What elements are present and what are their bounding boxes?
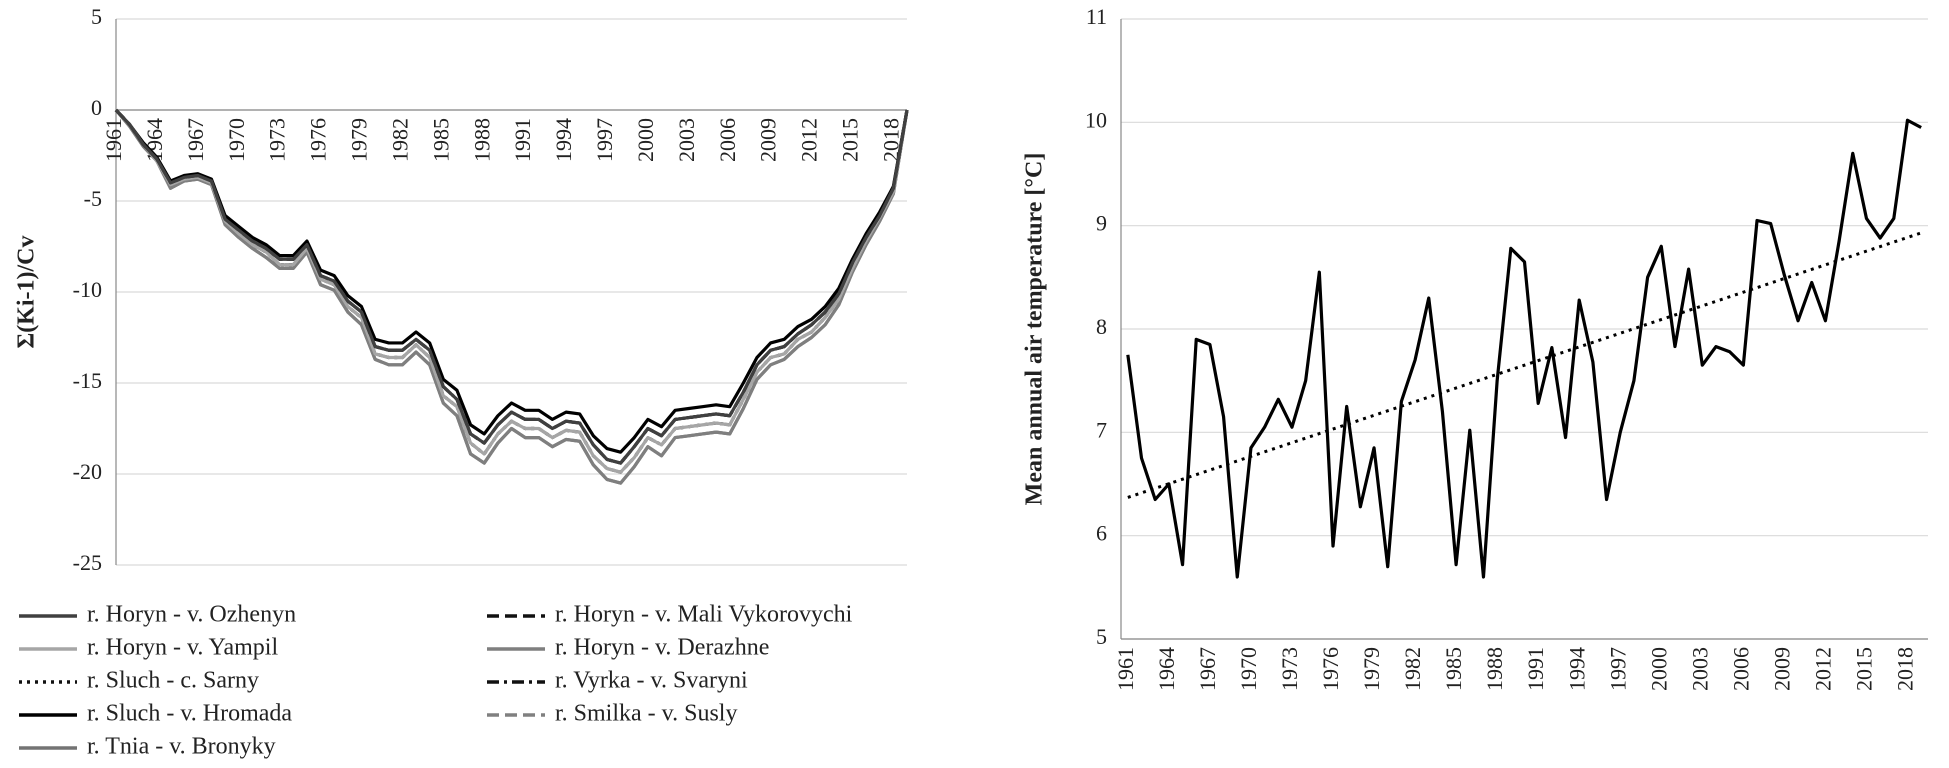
x-tick-label: 2015 [1851, 647, 1876, 691]
x-tick-label: 1991 [510, 118, 535, 162]
legend-label: r. Horyn - v. Ozhenyn [87, 602, 296, 628]
legend-label: r. Sluch - c. Sarny [87, 668, 259, 694]
x-tick-label: 1994 [1564, 647, 1589, 691]
y-tick-label: -20 [73, 459, 102, 484]
y-axis-title: Σ(Ki-1)/Cv [14, 235, 40, 348]
y-tick-label: 7 [1096, 417, 1107, 442]
x-tick-label: 1973 [265, 118, 290, 162]
y-tick-label: 5 [91, 4, 102, 29]
y-axis-title: Mean annual air temperature [°C] [1022, 153, 1048, 506]
x-tick-label: 1976 [1318, 647, 1343, 691]
legend-label: r. Horyn - v. Derazhne [555, 635, 769, 661]
x-tick-label: 1967 [183, 118, 208, 162]
y-tick-label: -10 [73, 277, 102, 302]
y-tick-label: 10 [1085, 107, 1107, 132]
x-tick-label: 2015 [837, 118, 862, 162]
series-line [114, 108, 909, 485]
y-tick-label: -5 [84, 186, 102, 211]
x-tick-label: 2009 [1769, 647, 1794, 691]
x-tick-label: 1970 [1236, 647, 1261, 691]
x-tick-label: 2000 [633, 118, 658, 162]
y-tick-label: -25 [73, 550, 102, 575]
x-tick-label: 1997 [1605, 647, 1630, 691]
series-line [114, 108, 909, 454]
x-tick-label: 1961 [1113, 647, 1138, 691]
x-tick-label: 2018 [1893, 647, 1918, 691]
y-tick-label: 5 [1096, 624, 1107, 649]
x-tick-label: 1997 [592, 118, 617, 162]
x-tick-label: 2012 [1810, 647, 1835, 691]
x-tick-label: 1979 [347, 118, 372, 162]
y-tick-label: 0 [91, 95, 102, 120]
x-tick-label: 1970 [224, 118, 249, 162]
x-tick-label: 2012 [797, 118, 822, 162]
x-tick-label: 1964 [1154, 647, 1179, 691]
x-tick-label: 1967 [1195, 647, 1220, 691]
series-line [114, 108, 909, 474]
y-tick-label: 9 [1096, 211, 1107, 236]
x-tick-label: 1991 [1523, 647, 1548, 691]
x-tick-label: 1988 [1482, 647, 1507, 691]
x-tick-label: 2009 [756, 118, 781, 162]
series-line [114, 108, 909, 474]
x-tick-label: 1985 [428, 118, 453, 162]
x-tick-label: 2006 [1728, 647, 1753, 691]
series-line [114, 108, 909, 465]
x-tick-label: 1988 [469, 118, 494, 162]
y-tick-label: -15 [73, 368, 102, 393]
legend-label: r. Horyn - v. Mali Vykorovychi [555, 602, 853, 628]
x-tick-label: 1973 [1277, 647, 1302, 691]
y-tick-label: 11 [1086, 4, 1107, 29]
series-line [1126, 118, 1922, 579]
legend-label: r. Horyn - v. Yampil [87, 635, 278, 661]
x-tick-label: 2003 [1687, 647, 1712, 691]
series-line [114, 108, 909, 474]
x-tick-label: 1961 [101, 118, 126, 162]
y-tick-label: 6 [1096, 521, 1107, 546]
x-tick-label: 1979 [1359, 647, 1384, 691]
x-tick-label: 1982 [1400, 647, 1425, 691]
x-tick-label: 1994 [551, 118, 576, 162]
legend-label: r. Vyrka - v. Svaryni [555, 668, 748, 694]
legend-label: r. Sluch - v. Hromada [87, 701, 292, 727]
legend-label: r. Tnia - v. Bronyky [87, 734, 276, 760]
x-tick-label: 1982 [387, 118, 412, 162]
x-tick-label: 1985 [1441, 647, 1466, 691]
x-tick-label: 2006 [715, 118, 740, 162]
y-tick-label: 8 [1096, 314, 1107, 339]
x-tick-label: 1976 [306, 118, 331, 162]
x-tick-label: 2003 [674, 118, 699, 162]
trend-line [1127, 231, 1922, 499]
x-tick-label: 2000 [1646, 647, 1671, 691]
legend-label: r. Smilka - v. Susly [555, 701, 737, 727]
